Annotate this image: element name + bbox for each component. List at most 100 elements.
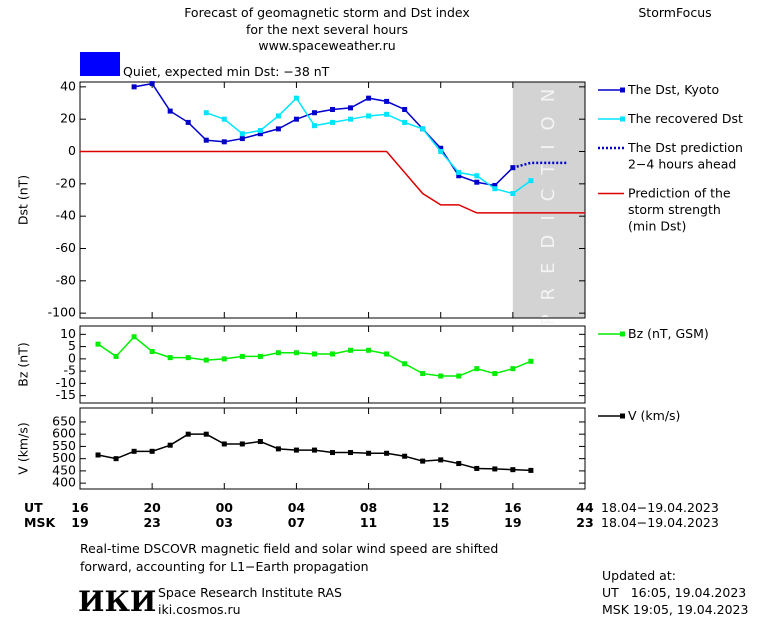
updated-line: MSK 19:05, 19.04.2023 — [602, 602, 748, 617]
series-marker — [275, 446, 281, 452]
series-marker — [438, 457, 444, 463]
series-line — [80, 150, 585, 214]
y-tick-label: 40 — [60, 78, 76, 93]
legend-label: The recovered Dst — [627, 111, 743, 126]
series-marker — [293, 447, 299, 453]
status-swatch — [80, 52, 120, 76]
legend-marker — [620, 87, 625, 93]
series-marker — [149, 349, 155, 355]
series-marker — [275, 126, 281, 132]
series-marker — [221, 356, 227, 362]
y-tick-label: -100 — [48, 305, 76, 320]
series-marker — [330, 351, 335, 357]
series-marker — [185, 355, 191, 361]
series-marker — [185, 431, 191, 437]
y-tick-label: -80 — [56, 272, 76, 287]
series-marker — [366, 347, 372, 353]
y-tick-label: -60 — [56, 240, 76, 255]
y-tick-label: -40 — [56, 208, 76, 223]
series-marker — [510, 191, 516, 197]
series-marker — [348, 347, 354, 353]
series-marker — [311, 123, 317, 129]
series-marker — [510, 467, 516, 473]
series-marker — [131, 448, 137, 454]
series-marker — [203, 137, 209, 143]
series-marker — [348, 450, 354, 456]
note-line: Real-time DSCOVR magnetic field and sola… — [80, 541, 498, 556]
series-marker — [167, 355, 173, 361]
series-marker — [95, 341, 101, 347]
series-marker — [330, 106, 335, 112]
date-range: 18.04−19.04.2023 — [601, 500, 719, 515]
series-marker — [366, 95, 372, 101]
x-tick-label: 16 — [71, 500, 89, 515]
y-tick-label: 600 — [52, 426, 76, 441]
x-tick-label: 00 — [216, 500, 234, 515]
series-marker — [402, 361, 408, 367]
series-marker — [293, 95, 299, 101]
series-marker — [221, 441, 227, 447]
series-marker — [330, 450, 335, 456]
url[interactable]: iki.cosmos.ru — [158, 602, 241, 617]
x-tick-label-msk: 15 — [432, 515, 449, 530]
y-tick-label: 20 — [60, 111, 76, 126]
x-tick-label: 20 — [143, 500, 161, 515]
updated-line: Updated at: — [602, 568, 676, 583]
title-line: www.spaceweather.ru — [258, 38, 395, 53]
logo: ИКИ — [78, 585, 156, 618]
series-marker — [95, 452, 101, 458]
y-tick-label: 400 — [52, 475, 76, 490]
series-marker — [492, 466, 498, 472]
title-line: Forecast of geomagnetic storm and Dst in… — [184, 5, 470, 20]
series-marker — [275, 113, 281, 119]
series-marker — [528, 358, 534, 364]
y-tick-label: -5 — [64, 363, 76, 378]
series-marker — [239, 441, 245, 447]
series-marker — [221, 139, 227, 145]
status-label: Quiet, expected min Dst: −38 nT — [123, 64, 330, 79]
series-marker — [239, 136, 245, 142]
x-tick-label-msk: 19 — [71, 515, 88, 530]
series-marker — [456, 373, 462, 379]
series-marker — [402, 119, 408, 125]
series-marker — [384, 111, 390, 117]
series-marker — [185, 119, 191, 125]
date-range-msk: 18.04−19.04.2023 — [601, 515, 719, 530]
series-marker — [528, 178, 534, 184]
series-marker — [420, 458, 426, 464]
series-marker — [167, 442, 173, 448]
series-marker — [474, 366, 480, 372]
legend-marker — [620, 413, 625, 419]
series-marker — [311, 110, 317, 116]
series-marker — [402, 106, 408, 112]
y-tick-label: -10 — [56, 375, 76, 390]
series-marker — [528, 467, 534, 473]
plot-frame — [79, 81, 586, 319]
x-tick-label: 44 — [576, 500, 594, 515]
series-marker — [131, 334, 137, 340]
legend-label: V (km/s) — [628, 408, 680, 423]
series-marker — [438, 149, 444, 155]
legend-label: The Dst, Kyoto — [627, 82, 719, 97]
series-marker — [330, 119, 335, 125]
series-marker — [492, 186, 498, 192]
note-line: forward, accounting for L1−Earth propaga… — [80, 559, 369, 574]
x-tick-label: 12 — [432, 500, 449, 515]
legend-marker — [620, 331, 625, 337]
series-marker — [167, 108, 173, 114]
legend-label: Bz (nT, GSM) — [628, 326, 709, 341]
series-marker — [257, 439, 263, 445]
y-tick-label: 0 — [68, 350, 76, 365]
series-marker — [257, 353, 263, 359]
series-marker — [113, 456, 119, 462]
series-marker — [366, 450, 372, 456]
y-tick-label: -20 — [56, 175, 76, 190]
x-axis-label-msk: MSK — [24, 515, 56, 530]
x-tick-label-msk: 23 — [576, 515, 593, 530]
series-marker — [293, 116, 299, 122]
institute: Space Research Institute RAS — [158, 585, 342, 600]
x-tick-label-msk: 19 — [504, 515, 521, 530]
series-marker — [203, 431, 209, 437]
series-marker — [492, 371, 498, 377]
